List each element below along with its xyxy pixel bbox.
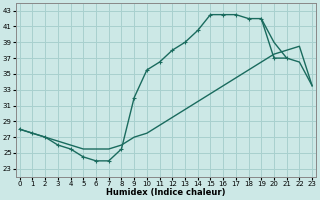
X-axis label: Humidex (Indice chaleur): Humidex (Indice chaleur) <box>106 188 226 197</box>
